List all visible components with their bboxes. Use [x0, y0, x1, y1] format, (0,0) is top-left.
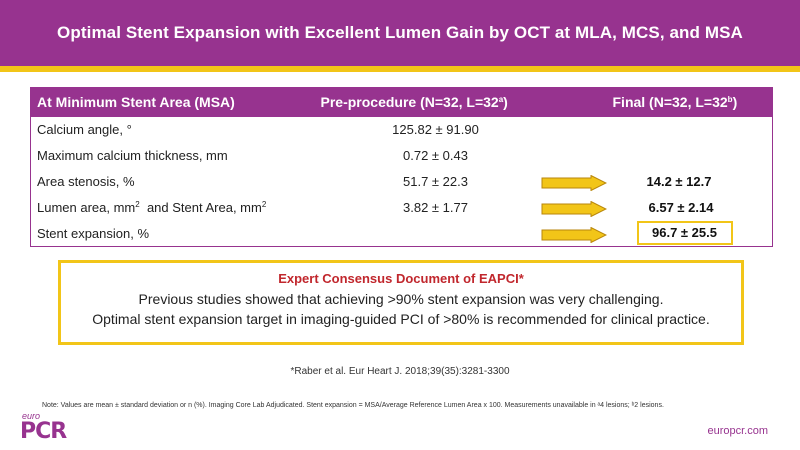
title-bar: Optimal Stent Expansion with Excellent L… — [0, 0, 800, 66]
header-final: Final (N=32, L=32b) — [612, 94, 738, 111]
arrow-right-icon — [541, 174, 607, 191]
row-label: Lumen area, mm2 and Stent Area, mm2 — [37, 200, 267, 215]
final-value: 6.57 ± 2.14 — [648, 199, 714, 215]
pre-value: 3.82 ± 1.77 — [403, 200, 468, 215]
table-row: Lumen area, mm2 and Stent Area, mm2 3.82… — [31, 195, 773, 221]
website-link[interactable]: europcr.com — [707, 425, 768, 437]
row-label: Area stenosis, % — [37, 174, 135, 189]
europcr-logo: euro PCR — [20, 411, 67, 444]
arrow-right-icon — [541, 200, 607, 217]
title-divider — [0, 66, 800, 72]
pre-value: 125.82 ± 91.90 — [392, 122, 479, 137]
logo-euro-text: euro — [22, 411, 41, 421]
pre-value: 51.7 ± 22.3 — [403, 174, 468, 189]
final-cell: 6.57 ± 2.14 — [541, 195, 773, 221]
results-table: At Minimum Stent Area (MSA) Pre-procedur… — [30, 87, 773, 247]
pre-value — [321, 221, 551, 247]
arrow-right-icon — [541, 226, 607, 243]
consensus-callout: Expert Consensus Document of EAPCI* Prev… — [58, 260, 744, 345]
header-msa: At Minimum Stent Area (MSA) — [37, 94, 235, 111]
consensus-line-1: Previous studies showed that achieving >… — [138, 291, 664, 307]
table-header-row: At Minimum Stent Area (MSA) Pre-procedur… — [30, 87, 773, 117]
results-table-container: At Minimum Stent Area (MSA) Pre-procedur… — [30, 87, 773, 247]
highlighted-final-value: 96.7 ± 25.5 — [636, 220, 733, 245]
logo-pcr-text: PCR — [20, 419, 67, 444]
table-row: Calcium angle, ° 125.82 ± 91.90 — [31, 117, 773, 143]
final-cell: 96.7 ± 25.5 — [541, 220, 773, 247]
consensus-line-2: Optimal stent expansion target in imagin… — [92, 311, 710, 327]
row-label: Stent expansion, % — [37, 225, 150, 241]
row-label: Calcium angle, ° — [37, 122, 132, 137]
header-pre-procedure: Pre-procedure (N=32, L=32a) — [320, 94, 508, 111]
row-label: Maximum calcium thickness, mm — [37, 148, 228, 163]
footnote: Note: Values are mean ± standard deviati… — [42, 402, 664, 409]
reference-citation: *Raber et al. Eur Heart J. 2018;39(35):3… — [290, 366, 510, 377]
final-cell — [551, 117, 773, 143]
table-row: Stent expansion, % 96.7 ± 25.5 — [31, 220, 773, 247]
final-cell: 14.2 ± 12.7 — [541, 169, 773, 195]
pre-value: 0.72 ± 0.43 — [403, 148, 468, 163]
table-row: Area stenosis, % 51.7 ± 22.3 14.2 ± 12.7 — [31, 169, 773, 195]
page-title: Optimal Stent Expansion with Excellent L… — [57, 23, 743, 42]
final-cell — [551, 143, 773, 169]
final-value: 14.2 ± 12.7 — [646, 173, 712, 189]
table-row: Maximum calcium thickness, mm 0.72 ± 0.4… — [31, 143, 773, 169]
consensus-heading: Expert Consensus Document of EAPCI* — [278, 271, 524, 286]
